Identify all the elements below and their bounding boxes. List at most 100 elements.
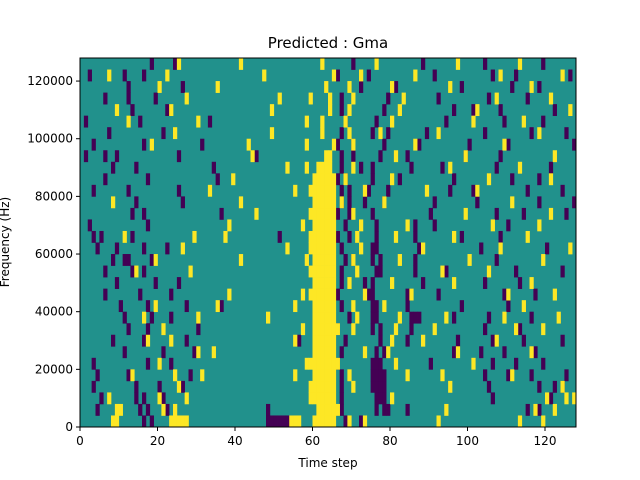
high-value-cell bbox=[444, 311, 449, 324]
low-value-cell bbox=[537, 403, 542, 416]
low-value-cell bbox=[421, 277, 426, 289]
high-value-cell bbox=[308, 184, 313, 197]
low-value-cell bbox=[537, 380, 542, 393]
low-value-cell bbox=[471, 184, 476, 197]
high-value-cell bbox=[455, 346, 461, 359]
low-value-cell bbox=[215, 173, 220, 186]
high-value-cell bbox=[165, 69, 170, 82]
low-value-cell bbox=[134, 380, 139, 393]
high-value-cell bbox=[308, 92, 313, 105]
high-value-cell bbox=[269, 104, 275, 117]
low-value-cell bbox=[471, 104, 476, 117]
low-value-cell bbox=[572, 196, 577, 209]
low-value-cell bbox=[176, 277, 182, 289]
high-value-cell bbox=[316, 242, 321, 255]
low-value-cell bbox=[413, 265, 418, 278]
plot-frame bbox=[79, 57, 577, 428]
low-value-cell bbox=[452, 346, 457, 359]
low-value-cell bbox=[134, 161, 139, 174]
low-value-cell bbox=[413, 230, 418, 243]
low-value-cell bbox=[266, 403, 271, 416]
low-value-cell bbox=[359, 161, 364, 174]
low-value-cell bbox=[382, 403, 387, 416]
low-value-cell bbox=[467, 138, 472, 151]
high-value-cell bbox=[300, 323, 306, 336]
high-value-cell bbox=[362, 288, 368, 301]
high-value-cell bbox=[293, 334, 298, 347]
high-value-cell bbox=[521, 300, 526, 313]
high-value-cell bbox=[405, 369, 410, 382]
low-value-cell bbox=[273, 415, 278, 428]
high-value-cell bbox=[351, 92, 356, 105]
high-value-cell bbox=[335, 403, 340, 416]
high-value-cell bbox=[324, 254, 329, 266]
low-value-cell bbox=[514, 357, 519, 370]
high-value-cell bbox=[114, 403, 120, 416]
low-value-cell bbox=[506, 300, 511, 313]
low-value-cell bbox=[122, 346, 127, 359]
high-value-cell bbox=[176, 58, 182, 70]
high-value-cell bbox=[436, 415, 441, 428]
high-value-cell bbox=[471, 115, 476, 128]
low-value-cell bbox=[219, 207, 224, 220]
high-value-cell bbox=[490, 219, 495, 232]
high-value-cell bbox=[316, 161, 321, 174]
high-value-cell bbox=[537, 127, 542, 140]
high-value-cell bbox=[331, 196, 337, 209]
low-value-cell bbox=[126, 323, 131, 336]
high-value-cell bbox=[316, 403, 321, 416]
high-value-cell bbox=[312, 173, 317, 186]
high-value-cell bbox=[362, 346, 368, 359]
low-value-cell bbox=[378, 392, 383, 405]
low-value-cell bbox=[428, 207, 433, 220]
low-value-cell bbox=[266, 415, 271, 428]
x-tick-label: 100 bbox=[456, 434, 479, 448]
low-value-cell bbox=[103, 173, 108, 186]
low-value-cell bbox=[335, 69, 340, 82]
high-value-cell bbox=[328, 92, 333, 105]
low-value-cell bbox=[149, 415, 154, 428]
low-value-cell bbox=[339, 369, 344, 382]
low-value-cell bbox=[541, 115, 546, 128]
y-tick-label: 20000 bbox=[35, 362, 73, 376]
low-value-cell bbox=[548, 392, 554, 405]
high-value-cell bbox=[452, 277, 457, 289]
high-value-cell bbox=[537, 219, 542, 232]
low-value-cell bbox=[386, 92, 391, 105]
high-value-cell bbox=[114, 104, 120, 117]
high-value-cell bbox=[502, 311, 507, 324]
high-value-cell bbox=[351, 380, 356, 393]
high-value-cell bbox=[304, 138, 309, 151]
high-value-cell bbox=[529, 346, 534, 359]
low-value-cell bbox=[138, 115, 143, 128]
low-value-cell bbox=[339, 392, 344, 405]
low-value-cell bbox=[142, 207, 147, 220]
high-value-cell bbox=[196, 346, 201, 359]
low-value-cell bbox=[374, 242, 379, 255]
high-value-cell bbox=[486, 173, 492, 186]
high-value-cell bbox=[324, 277, 329, 289]
low-value-cell bbox=[370, 173, 375, 186]
high-value-cell bbox=[316, 277, 321, 289]
high-value-cell bbox=[153, 300, 158, 313]
low-value-cell bbox=[180, 196, 185, 209]
low-value-cell bbox=[417, 311, 422, 324]
low-value-cell bbox=[161, 127, 166, 140]
high-value-cell bbox=[308, 265, 313, 278]
low-value-cell bbox=[370, 161, 375, 174]
low-value-cell bbox=[277, 230, 282, 243]
high-value-cell bbox=[215, 300, 220, 313]
high-value-cell bbox=[331, 288, 337, 301]
low-value-cell bbox=[157, 380, 162, 393]
high-value-cell bbox=[320, 115, 325, 128]
low-value-cell bbox=[436, 92, 441, 105]
low-value-cell bbox=[537, 81, 542, 93]
high-value-cell bbox=[304, 115, 309, 128]
high-value-cell bbox=[231, 173, 236, 186]
low-value-cell bbox=[506, 219, 511, 232]
low-value-cell bbox=[475, 196, 480, 209]
low-value-cell bbox=[339, 265, 344, 278]
high-value-cell bbox=[316, 311, 321, 324]
low-value-cell bbox=[525, 184, 530, 197]
low-value-cell bbox=[142, 69, 147, 82]
